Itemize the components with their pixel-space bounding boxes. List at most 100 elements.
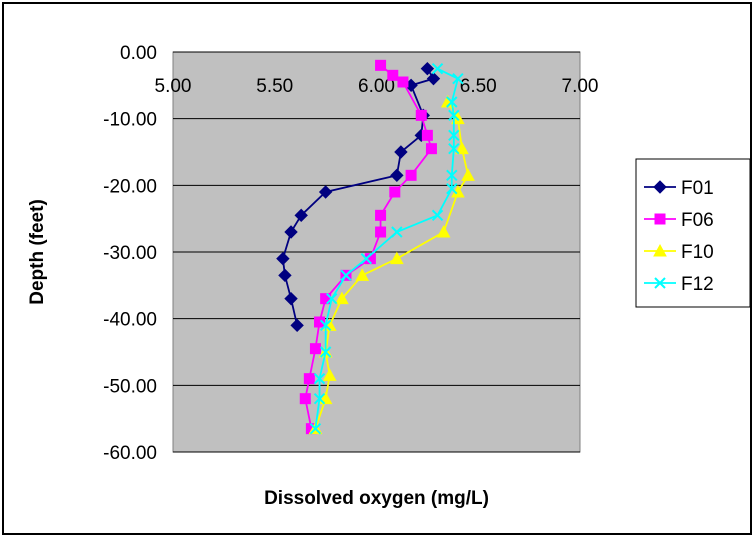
data-point-f12 [360,252,373,265]
marker-stroke [448,142,460,155]
data-point-f01 [290,318,304,333]
data-point-f10 [455,141,469,155]
marker-stroke [431,62,444,75]
legend-label-f12: F12 [681,274,714,295]
data-point-f06 [421,129,433,141]
marker-stroke [448,129,460,142]
marker-stroke [452,72,464,85]
data-point-f06 [389,186,401,198]
data-point-f12 [431,62,444,75]
x-tick-label: 5.50 [256,76,293,97]
data-point-f06 [303,373,315,385]
data-point-f12 [431,209,444,222]
data-point-f01 [420,61,435,76]
legend-item-f06: F06 [644,210,714,231]
marker-stroke [313,392,326,405]
data-point-f12 [319,346,332,358]
x-axis-ticks: 5.00 5.50 6.00 6.50 7.00 [155,76,599,97]
data-point-f01 [426,71,441,86]
legend-item-f12: F12 [644,274,714,295]
data-point-f01 [294,208,308,223]
data-point-f06 [425,143,437,155]
x-axis-title: Dissolved oxygen (mg/L) [264,488,489,509]
data-point-f01 [284,291,298,306]
data-point-f12 [313,392,326,405]
data-point-f06 [375,209,387,221]
data-point-f12 [448,109,460,122]
x-tick-label: 5.00 [155,76,192,97]
y-tick-label: 0.00 [120,43,157,64]
data-point-f10 [436,224,451,238]
legend-item-f01: F01 [644,178,714,199]
data-point-f06 [397,76,409,88]
marker-stroke [340,269,352,282]
marker-stroke [319,319,332,332]
x-tick-label: 7.00 [562,76,599,97]
data-point-f12 [446,96,458,108]
data-point-f12 [452,72,464,85]
data-point-f12 [326,292,338,305]
data-point-f12 [448,142,460,155]
legend-marker-f12 [654,277,666,289]
x-tick-label: 6.00 [358,76,395,97]
data-point-f10 [322,368,337,381]
data-point-f06 [387,69,399,81]
series-f06 [299,59,437,435]
series-lines [276,59,475,435]
y-axis-ticks: 0.00 -10.00 -20.00 -30.00 -40.00 -50.00 -60.00 [103,43,157,464]
data-point-f06 [415,109,427,121]
data-point-f12 [446,182,458,195]
data-point-f10 [461,168,475,181]
y-tick-label: -30.00 [103,243,157,264]
marker-stroke [360,252,373,265]
data-point-f12 [319,319,332,332]
y-tick-label: -10.00 [103,110,157,131]
marker-stroke [431,209,444,222]
data-point-f06 [299,393,311,405]
data-point-f01 [390,168,404,183]
legend-marker-f01 [653,180,667,194]
data-point-f06 [405,169,417,181]
marker-stroke [446,96,458,108]
data-point-f01 [284,225,298,239]
data-point-f12 [309,422,322,435]
data-point-f06 [375,226,387,238]
data-point-f01 [278,268,292,283]
marker-stroke [326,292,338,305]
marker-stroke [391,226,403,238]
data-point-f06 [309,343,321,355]
marker-stroke [313,372,326,385]
data-point-f10 [355,268,370,281]
legend-marker-f06 [654,213,666,225]
y-tick-label: -40.00 [103,310,157,331]
data-point-f01 [394,145,408,159]
marker-stroke [309,422,322,435]
y-tick-label: -60.00 [103,443,157,464]
data-point-f06 [314,316,326,328]
data-point-f01 [276,251,290,266]
marker-stroke [319,346,332,358]
gridlines [173,51,580,453]
marker-stroke [654,277,666,289]
marker-stroke [446,182,458,195]
data-point-f12 [340,269,352,282]
series-f12 [309,62,464,435]
data-point-f12 [313,372,326,385]
data-point-f12 [446,169,458,182]
y-axis-title: Depth (feet) [27,199,48,305]
legend-label-f10: F10 [681,242,714,263]
y-tick-label: -50.00 [103,376,157,397]
x-tick-label: 6.50 [460,76,497,97]
data-point-f12 [448,129,460,142]
data-point-f06 [375,59,387,71]
series-line-f12 [314,67,459,429]
legend-marker-f10 [653,243,667,257]
legend-label-f06: F06 [681,210,714,231]
data-point-f10 [335,291,349,305]
data-point-f10 [390,251,404,265]
legend-label-f01: F01 [681,178,714,199]
y-tick-label: -20.00 [103,176,157,197]
legend-item-f10: F10 [644,242,714,263]
marker-stroke [446,169,458,182]
data-point-f01 [318,185,333,199]
